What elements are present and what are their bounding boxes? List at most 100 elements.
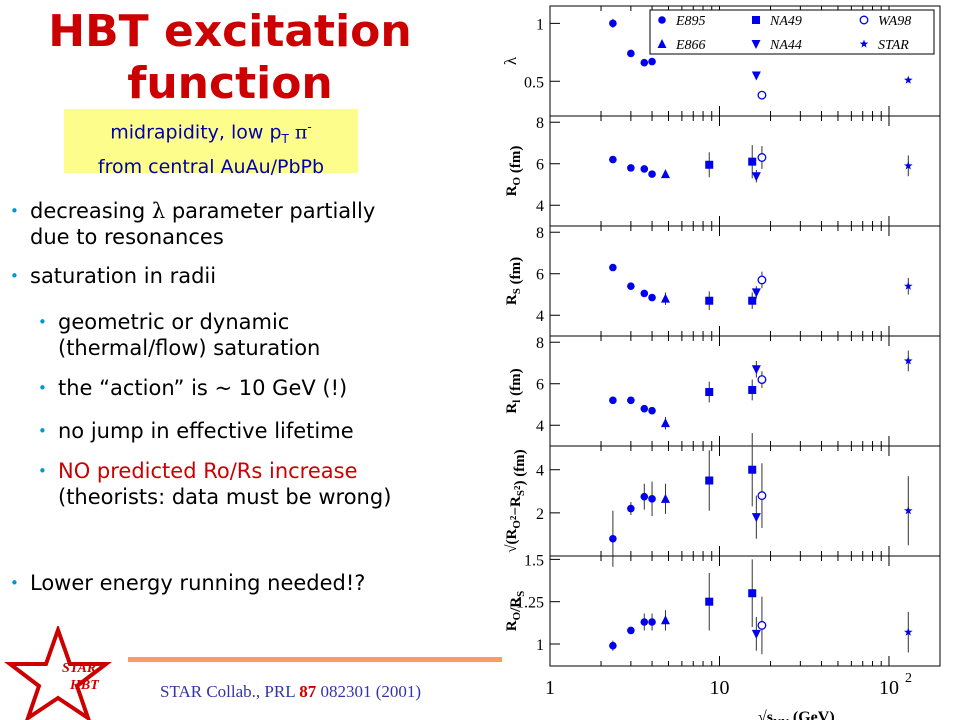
- star-logo-icon: [4, 626, 112, 720]
- data-point-e895: [627, 504, 635, 513]
- data-point-na49: [705, 476, 714, 485]
- slide-title: HBT excitation function: [20, 6, 440, 110]
- y-axis-label-part: S: [511, 288, 523, 294]
- bullet-4: • the “action” is ~ 10 GeV (!): [38, 375, 348, 401]
- citation-text: STAR Collab., PRL: [160, 682, 300, 701]
- data-point-wa98: [757, 620, 767, 630]
- data-point-e895: [648, 495, 656, 503]
- x-axis-label-part: √s: [758, 709, 773, 720]
- bullet-text: Lower energy running needed!?: [30, 571, 366, 595]
- note-sup: -: [307, 120, 312, 134]
- data-point-e895: [648, 618, 656, 626]
- title-line-1: HBT excitation: [48, 6, 412, 57]
- bullet-text: the “action” is ~ 10 GeV (!): [58, 376, 348, 400]
- y-axis-label-part: R: [504, 403, 520, 414]
- data-point-wa98: [757, 491, 767, 501]
- data-point-e895: [627, 396, 635, 405]
- data-point-e895: [609, 19, 617, 28]
- bullet-dot: •: [38, 422, 47, 440]
- data-point-wa98: [757, 275, 767, 285]
- data-point-star: [904, 281, 913, 290]
- x-axis-label-part: NN: [773, 717, 789, 720]
- y-axis-label-part: l: [511, 400, 523, 403]
- data-point-e895: [640, 618, 649, 626]
- data-point-e895: [648, 406, 656, 415]
- legend-box: [649, 9, 935, 55]
- note-pi: π: [294, 121, 308, 144]
- data-point-na44: [751, 71, 761, 81]
- bullet-dot: •: [10, 267, 19, 285]
- lambda-symbol: λ: [151, 199, 166, 223]
- data-point-wa98: [757, 153, 767, 162]
- logo-text-hbt: HBT: [70, 678, 99, 693]
- data-point-e895: [609, 641, 617, 650]
- note-sub: T: [281, 132, 289, 147]
- y-axis-label-part: S: [515, 591, 527, 597]
- bullet-text: (thermal/flow) saturation: [58, 336, 321, 360]
- data-point-na49: [748, 589, 757, 598]
- y-tick-label: 8: [536, 225, 544, 242]
- x-axis-label: √sNN (GeV): [758, 709, 835, 720]
- data-point-e895: [640, 492, 649, 501]
- bullet-text: saturation in radii: [30, 264, 217, 288]
- bullet-dot: •: [10, 202, 19, 220]
- y-axis-label: √(RO²−RS²) (fm): [504, 449, 528, 552]
- data-point-e895: [627, 626, 635, 635]
- bullet-text: decreasing: [30, 199, 152, 223]
- data-point-na44: [751, 365, 761, 375]
- data-point-na44: [751, 288, 761, 298]
- x-axis-label-part: (GeV): [789, 709, 835, 720]
- data-point-na49: [705, 597, 714, 606]
- y-axis-label: RO (fm): [504, 146, 524, 197]
- y-axis-label-part: O: [511, 520, 523, 529]
- y-axis-label-part: ²) (fm): [512, 449, 528, 490]
- footer-rule: [128, 657, 502, 662]
- data-point-e895: [640, 165, 649, 173]
- data-point-na49: [705, 388, 714, 397]
- data-point-na49: [748, 157, 757, 166]
- y-axis-label-part: ²−R: [508, 496, 524, 520]
- y-tick-label: 8: [536, 115, 544, 132]
- data-point-e895: [609, 263, 617, 272]
- bullet-5: • no jump in effective lifetime: [38, 418, 354, 444]
- data-point-e866: [660, 615, 670, 625]
- y-axis-label-part: S: [515, 490, 527, 496]
- citation: STAR Collab., PRL 87 082301 (2001): [160, 682, 421, 702]
- panel-frame: [549, 335, 941, 447]
- data-point-e895: [627, 164, 635, 172]
- context-note: midrapidity, low pT π- from central AuAu…: [64, 109, 358, 178]
- legend-marker: [859, 39, 869, 48]
- bullet-text-red: NO predicted Ro/Rs increase: [58, 459, 358, 483]
- data-point-na49: [748, 296, 757, 305]
- data-point-star: [904, 627, 913, 636]
- legend-label: NA49: [769, 14, 802, 29]
- y-tick-label: 0.5: [524, 74, 544, 91]
- data-point-e895: [648, 57, 656, 66]
- y-axis-label: Rl (fm): [504, 368, 524, 413]
- legend-label: WA98: [878, 14, 911, 29]
- data-point-e895: [609, 155, 617, 164]
- data-point-star: [904, 356, 913, 365]
- data-point-e895: [640, 289, 649, 298]
- data-point-e866: [660, 493, 670, 503]
- panel-frame: [549, 225, 941, 337]
- y-axis-label: RO/RS: [504, 591, 527, 632]
- bullet-text: no jump in effective lifetime: [58, 419, 354, 443]
- note-line-1: midrapidity, low pT π-: [64, 113, 358, 153]
- data-point-star: [904, 161, 913, 170]
- citation-text: 082301 (2001): [316, 682, 422, 701]
- legend-label: E895: [675, 14, 706, 29]
- bullet-dot: •: [38, 313, 47, 331]
- data-point-na49: [748, 385, 757, 394]
- data-point-na44: [751, 172, 761, 182]
- legend-marker: [657, 39, 667, 48]
- data-point-e895: [609, 396, 617, 405]
- legend-label: NA44: [769, 38, 802, 53]
- y-axis-label-part: (fm): [508, 146, 524, 177]
- y-axis-label-part: λ: [501, 56, 520, 65]
- data-point-e895: [627, 49, 635, 58]
- data-point-star: [904, 506, 913, 515]
- y-axis-label: λ: [501, 56, 520, 65]
- y-axis-label-part: (fm): [508, 368, 524, 399]
